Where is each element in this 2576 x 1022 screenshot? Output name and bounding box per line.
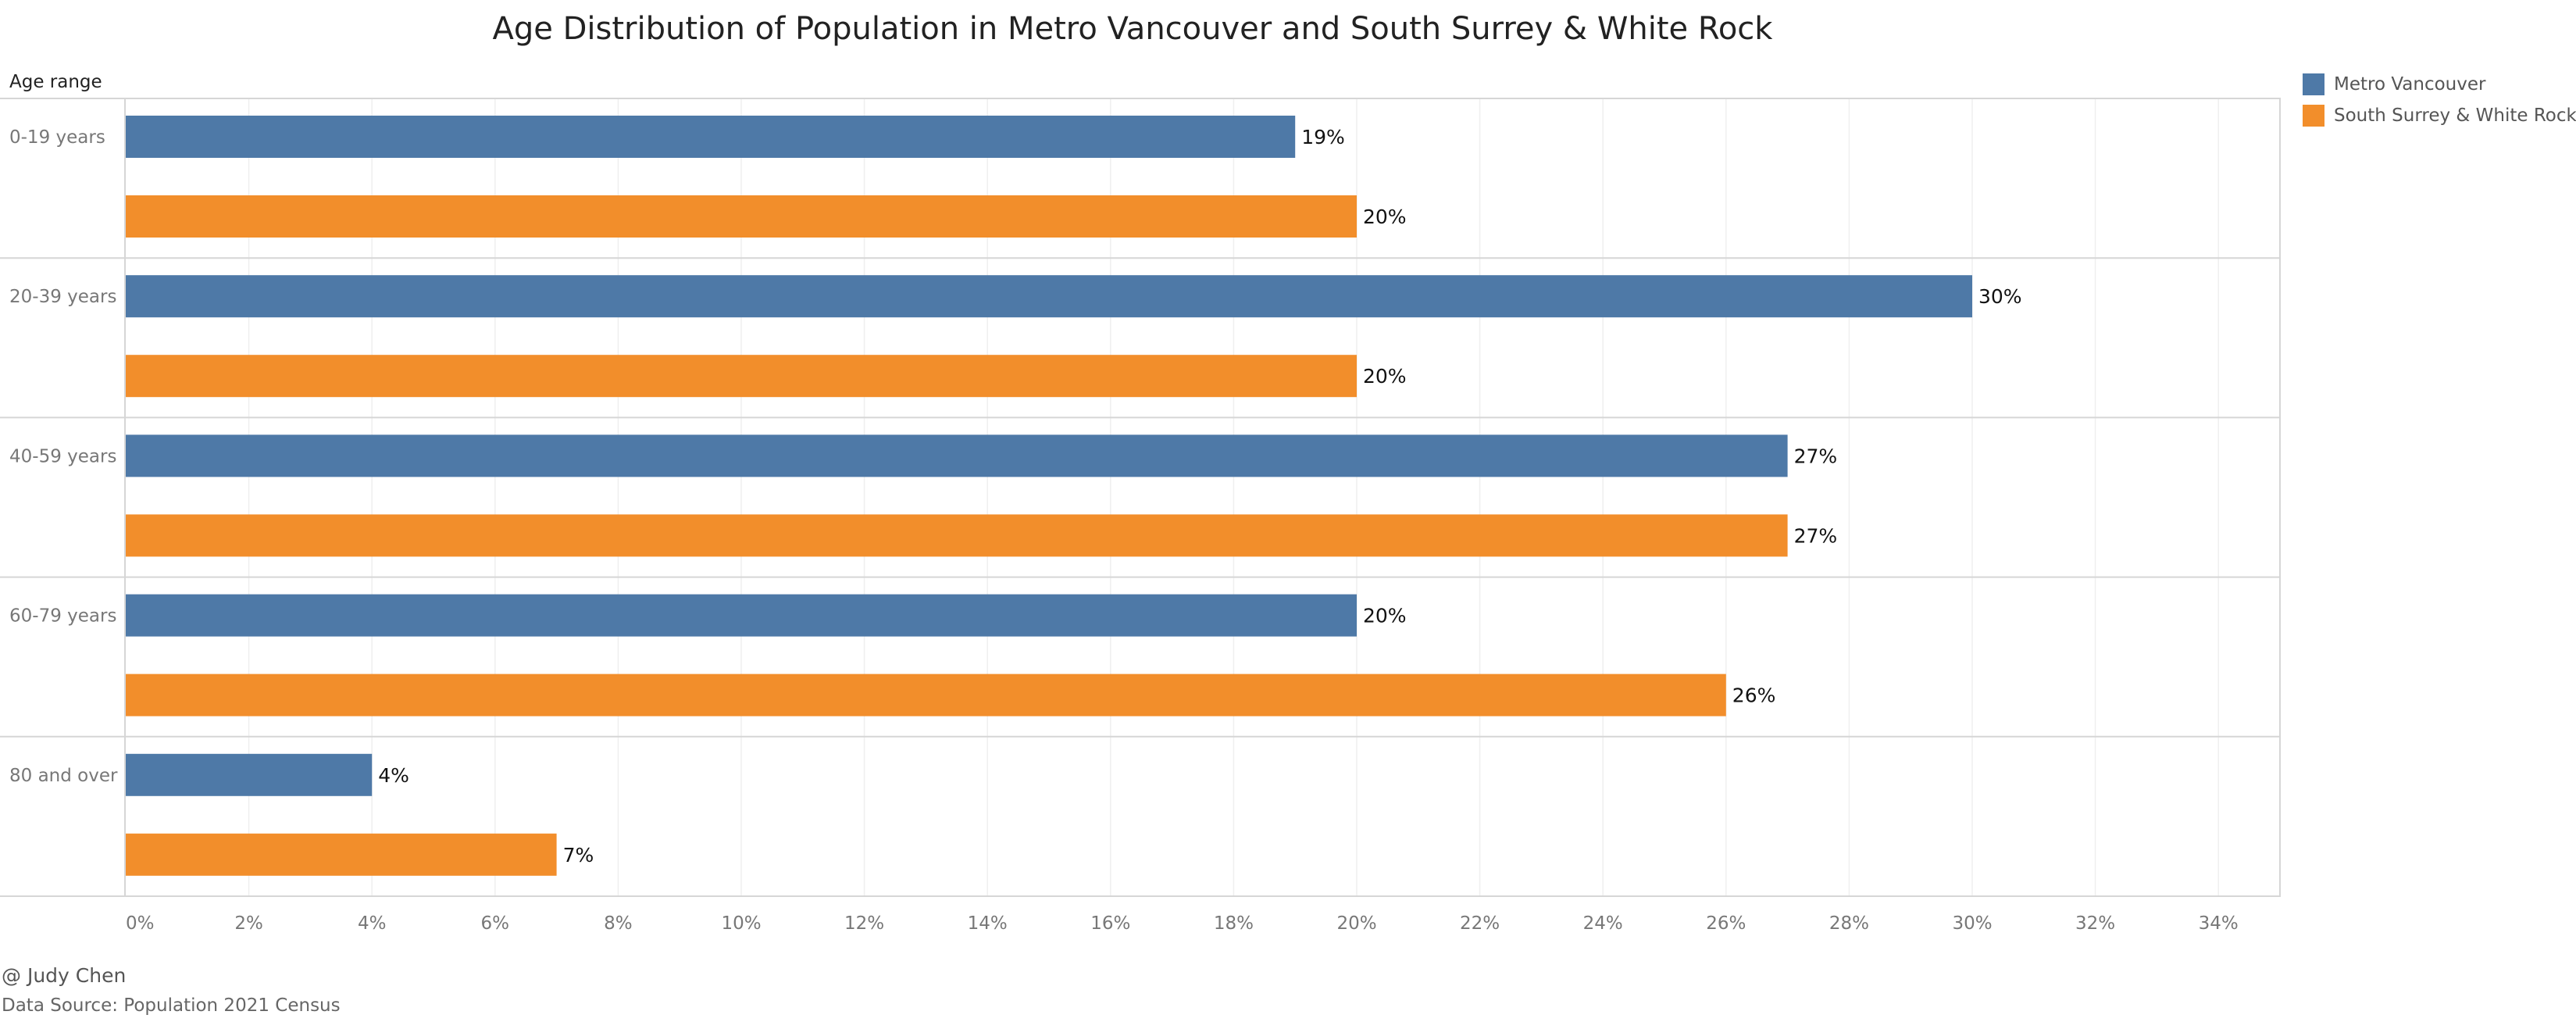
bar[interactable] xyxy=(126,833,557,876)
bar[interactable] xyxy=(126,355,1357,398)
data-label: 7% xyxy=(563,844,594,867)
data-label: 19% xyxy=(1301,126,1345,148)
author-credit: @ Judy Chen xyxy=(2,964,127,987)
legend-item-south-surrey-white-rock[interactable]: South Surrey & White Rock xyxy=(2303,100,2576,131)
x-tick-label: 2% xyxy=(234,913,263,934)
bar-chart: 0-19 years 19% 20% 20-39 years 30% 20% 40-59 y… xyxy=(0,98,2281,934)
category-label: 80 and over xyxy=(9,766,118,786)
legend-label-south-surrey-white-rock: South Surrey & White Rock xyxy=(2334,105,2576,126)
legend-item-metro-vancouver[interactable]: Metro Vancouver xyxy=(2303,69,2576,100)
data-label: 27% xyxy=(1794,445,1838,467)
data-label: 27% xyxy=(1794,524,1838,547)
x-tick-label: 18% xyxy=(1214,913,1254,934)
category-label: 40-59 years xyxy=(9,446,116,466)
x-tick-label: 12% xyxy=(844,913,884,934)
y-axis-label: Age range xyxy=(9,72,102,92)
legend: Metro Vancouver South Surrey & White Roc… xyxy=(2303,69,2576,131)
bar[interactable] xyxy=(126,514,1788,557)
category-label: 20-39 years xyxy=(9,287,116,307)
x-tick-label: 30% xyxy=(1952,913,1992,934)
x-tick-label: 22% xyxy=(1460,913,1500,934)
bar[interactable] xyxy=(126,434,1788,477)
data-label: 20% xyxy=(1363,205,1407,228)
legend-swatch-metro-vancouver xyxy=(2303,73,2324,95)
data-label: 20% xyxy=(1363,365,1407,388)
x-tick-label: 28% xyxy=(1829,913,1869,934)
plot-frame xyxy=(124,98,2281,897)
bar[interactable] xyxy=(126,674,1726,716)
chart-title: Age Distribution of Population in Metro … xyxy=(492,11,1773,47)
x-tick-label: 32% xyxy=(2075,913,2115,934)
data-label: 4% xyxy=(378,764,409,787)
x-tick-label: 8% xyxy=(604,913,633,934)
bar[interactable] xyxy=(126,275,1972,318)
data-source: Data Source: Population 2021 Census xyxy=(2,995,341,1016)
x-tick-label: 14% xyxy=(968,913,1008,934)
bar[interactable] xyxy=(126,594,1357,637)
x-tick-label: 0% xyxy=(126,913,155,934)
x-tick-label: 10% xyxy=(721,913,761,934)
x-tick-label: 16% xyxy=(1090,913,1130,934)
x-tick-label: 24% xyxy=(1583,913,1623,934)
x-tick-label: 34% xyxy=(2199,913,2239,934)
bar[interactable] xyxy=(126,116,1296,158)
x-tick-label: 4% xyxy=(358,913,387,934)
category-label: 60-79 years xyxy=(9,606,116,627)
data-label: 20% xyxy=(1363,605,1407,627)
category-label: 0-19 years xyxy=(9,127,105,148)
x-tick-label: 6% xyxy=(481,913,510,934)
x-tick-label: 26% xyxy=(1706,913,1746,934)
legend-label-metro-vancouver: Metro Vancouver xyxy=(2334,74,2486,95)
legend-swatch-south-surrey-white-rock xyxy=(2303,105,2324,127)
bar[interactable] xyxy=(126,195,1357,238)
data-label: 26% xyxy=(1732,684,1776,707)
x-tick-label: 20% xyxy=(1336,913,1376,934)
bar[interactable] xyxy=(126,753,373,796)
data-label: 30% xyxy=(1978,285,2022,308)
